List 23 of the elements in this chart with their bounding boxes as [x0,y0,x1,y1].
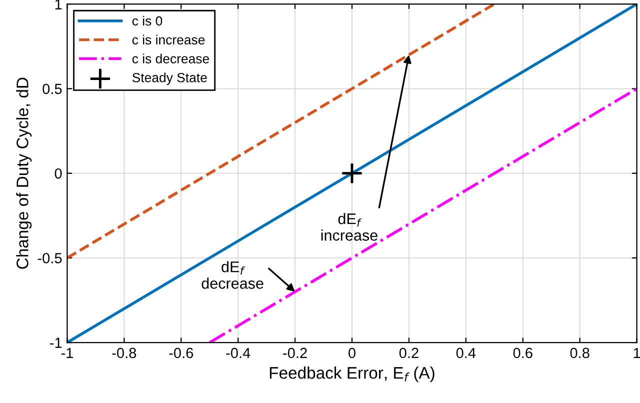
y-tick-label: 0.5 [42,84,62,94]
x-tick-label: 0.6 [513,348,532,358]
x-tick-label: 0.4 [456,348,476,358]
y-tick-label: 0 [54,168,62,179]
legend-label: c is decrease [132,54,210,64]
legend-label: Steady State [132,72,207,85]
x-tick-label: -0.4 [226,348,250,358]
legend-label: c is increase [132,34,205,44]
x-tick-label: 0 [348,348,356,358]
x-tick-label: -0.2 [283,348,307,358]
y-tick-label: -1 [50,338,62,348]
x-tick-label: -0.8 [112,348,136,358]
annotation: dE$_{f}$ increase [321,212,378,241]
y-tick-label: -0.5 [38,253,62,264]
x-tick-label: 0.2 [399,348,418,358]
x-tick-label: 0.8 [570,348,590,358]
y-axis-title: Change of Duty Cycle, dD [16,78,32,269]
annotation: dE$_{f}$ decrease [202,261,264,289]
x-tick-label: -1 [61,348,73,358]
x-tick-label: -0.6 [169,348,194,358]
legend-label: c is 0 [132,16,162,26]
x-axis-title: Feedback Error, E$_{f}$ (A) [270,366,434,382]
x-tick-label: 1 [634,348,640,358]
